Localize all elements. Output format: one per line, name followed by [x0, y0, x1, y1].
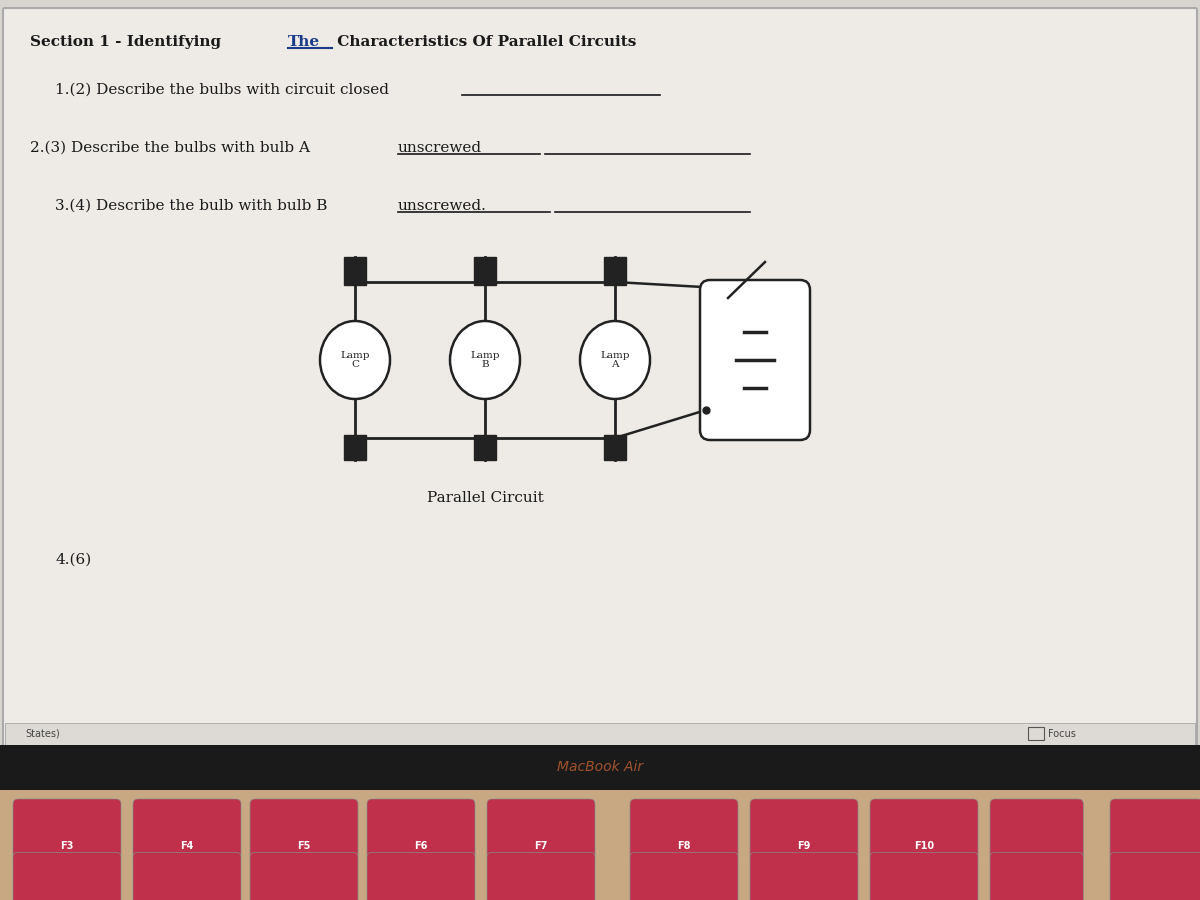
Bar — [344, 435, 366, 460]
Bar — [604, 435, 626, 460]
Bar — [0, 745, 1200, 790]
Text: F6: F6 — [414, 841, 427, 851]
Text: F3: F3 — [60, 841, 73, 851]
Text: F4: F4 — [180, 841, 193, 851]
Text: Parallel Circuit: Parallel Circuit — [427, 491, 544, 505]
Text: The: The — [288, 35, 320, 49]
Text: F7: F7 — [534, 841, 547, 851]
FancyBboxPatch shape — [990, 799, 1084, 861]
FancyBboxPatch shape — [133, 799, 241, 861]
FancyBboxPatch shape — [870, 799, 978, 861]
FancyBboxPatch shape — [700, 280, 810, 440]
FancyBboxPatch shape — [990, 852, 1084, 900]
Ellipse shape — [450, 321, 520, 399]
Text: F8: F8 — [677, 841, 691, 851]
FancyBboxPatch shape — [750, 852, 858, 900]
FancyBboxPatch shape — [630, 852, 738, 900]
FancyBboxPatch shape — [487, 799, 595, 861]
Bar — [604, 257, 626, 285]
Text: F5: F5 — [298, 841, 311, 851]
Text: Lamp
A: Lamp A — [600, 351, 630, 369]
Text: unscrewed: unscrewed — [398, 141, 482, 155]
FancyBboxPatch shape — [630, 799, 738, 861]
Text: unscrewed.: unscrewed. — [398, 199, 487, 213]
Text: Lamp
C: Lamp C — [341, 351, 370, 369]
Bar — [344, 257, 366, 285]
Bar — [5, 723, 1195, 745]
Bar — [0, 790, 1200, 900]
FancyBboxPatch shape — [367, 852, 475, 900]
Text: 2.(3) Describe the bulbs with bulb A: 2.(3) Describe the bulbs with bulb A — [30, 141, 314, 155]
Text: States): States) — [25, 729, 60, 739]
FancyBboxPatch shape — [870, 852, 978, 900]
Text: MacBook Air: MacBook Air — [557, 760, 643, 774]
Text: Section 1 - Identifying: Section 1 - Identifying — [30, 35, 227, 49]
FancyBboxPatch shape — [13, 852, 121, 900]
FancyBboxPatch shape — [133, 852, 241, 900]
Text: Focus: Focus — [1048, 729, 1076, 739]
FancyBboxPatch shape — [250, 852, 358, 900]
Bar — [474, 257, 496, 285]
Text: F10: F10 — [914, 841, 934, 851]
FancyBboxPatch shape — [250, 799, 358, 861]
Text: Lamp
B: Lamp B — [470, 351, 499, 369]
Text: 3.(4) Describe the bulb with bulb B: 3.(4) Describe the bulb with bulb B — [55, 199, 332, 213]
FancyBboxPatch shape — [367, 799, 475, 861]
FancyBboxPatch shape — [1110, 799, 1200, 861]
FancyBboxPatch shape — [1110, 852, 1200, 900]
Ellipse shape — [320, 321, 390, 399]
FancyBboxPatch shape — [487, 852, 595, 900]
Text: F9: F9 — [797, 841, 811, 851]
Ellipse shape — [580, 321, 650, 399]
FancyBboxPatch shape — [4, 8, 1198, 747]
Bar — [474, 435, 496, 460]
Text: Characteristics Of Parallel Circuits: Characteristics Of Parallel Circuits — [332, 35, 636, 49]
Text: 4.(6): 4.(6) — [55, 553, 91, 567]
FancyBboxPatch shape — [750, 799, 858, 861]
Bar — [1028, 727, 1044, 740]
Text: 1.(2) Describe the bulbs with circuit closed: 1.(2) Describe the bulbs with circuit cl… — [55, 83, 389, 97]
FancyBboxPatch shape — [13, 799, 121, 861]
